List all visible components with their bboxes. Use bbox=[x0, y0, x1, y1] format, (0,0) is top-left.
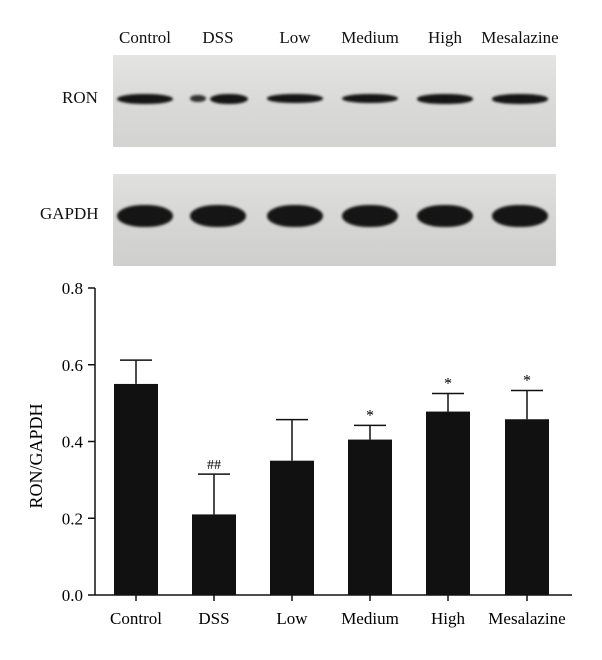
x-tick-label: DSS bbox=[198, 609, 229, 628]
y-tick-label: 0.0 bbox=[62, 586, 83, 605]
chart-bars bbox=[114, 359, 549, 595]
blot-band bbox=[117, 94, 173, 104]
gapdh-blot-image bbox=[113, 174, 556, 266]
bar bbox=[348, 439, 392, 595]
blot-band bbox=[492, 94, 548, 104]
blot-band bbox=[342, 205, 398, 227]
lane-label-dss: DSS bbox=[202, 28, 234, 47]
blot-band bbox=[117, 205, 173, 227]
bar bbox=[270, 460, 314, 595]
significance-label: * bbox=[366, 407, 374, 424]
lane-label-low: Low bbox=[279, 28, 311, 47]
significance-label: ## bbox=[207, 458, 221, 473]
bar bbox=[192, 514, 236, 595]
lane-label-high: High bbox=[428, 28, 462, 47]
blot-band bbox=[210, 94, 248, 104]
bar bbox=[426, 411, 470, 595]
y-tick-label: 0.8 bbox=[62, 280, 83, 298]
x-tick-label: Medium bbox=[341, 609, 399, 628]
blot-band bbox=[492, 205, 548, 227]
bar bbox=[505, 419, 549, 595]
y-tick-label: 0.6 bbox=[62, 356, 83, 375]
x-tick-label: Control bbox=[110, 609, 162, 628]
significance-label: * bbox=[444, 376, 452, 393]
y-tick-label: 0.4 bbox=[62, 433, 84, 452]
x-tick-label: Mesalazine bbox=[488, 609, 565, 628]
y-axis-label: RON/GAPDH bbox=[26, 403, 46, 508]
x-tick-label: Low bbox=[276, 609, 308, 628]
blot-band bbox=[190, 95, 206, 102]
blot-band bbox=[342, 94, 398, 103]
lane-label-mesalazine: Mesalazine bbox=[481, 28, 559, 47]
chart-labels: Control DSS ## Low Medium * High * Mesalazine * bbox=[110, 372, 566, 628]
blot-row-label-gapdh: GAPDH bbox=[40, 204, 99, 223]
blot-band bbox=[267, 94, 323, 103]
blot-band bbox=[417, 205, 473, 227]
blot-row-label-ron: RON bbox=[62, 88, 98, 107]
bar bbox=[114, 383, 158, 595]
chart-axes: 0.0 0.2 0.4 0.6 0.8 bbox=[62, 280, 572, 605]
y-tick-label: 0.2 bbox=[62, 509, 83, 528]
lane-label-medium: Medium bbox=[341, 28, 399, 47]
bar-chart: 0.0 0.2 0.4 0.6 0.8 Control DSS ## Low Medium * Hi… bbox=[26, 280, 572, 628]
blot-band bbox=[190, 205, 246, 227]
significance-label: * bbox=[523, 372, 531, 389]
x-tick-label: High bbox=[431, 609, 466, 628]
lane-label-control: Control bbox=[119, 28, 171, 47]
blot-band bbox=[267, 205, 323, 227]
blot-band bbox=[417, 94, 473, 104]
ron-blot-image bbox=[113, 55, 556, 147]
